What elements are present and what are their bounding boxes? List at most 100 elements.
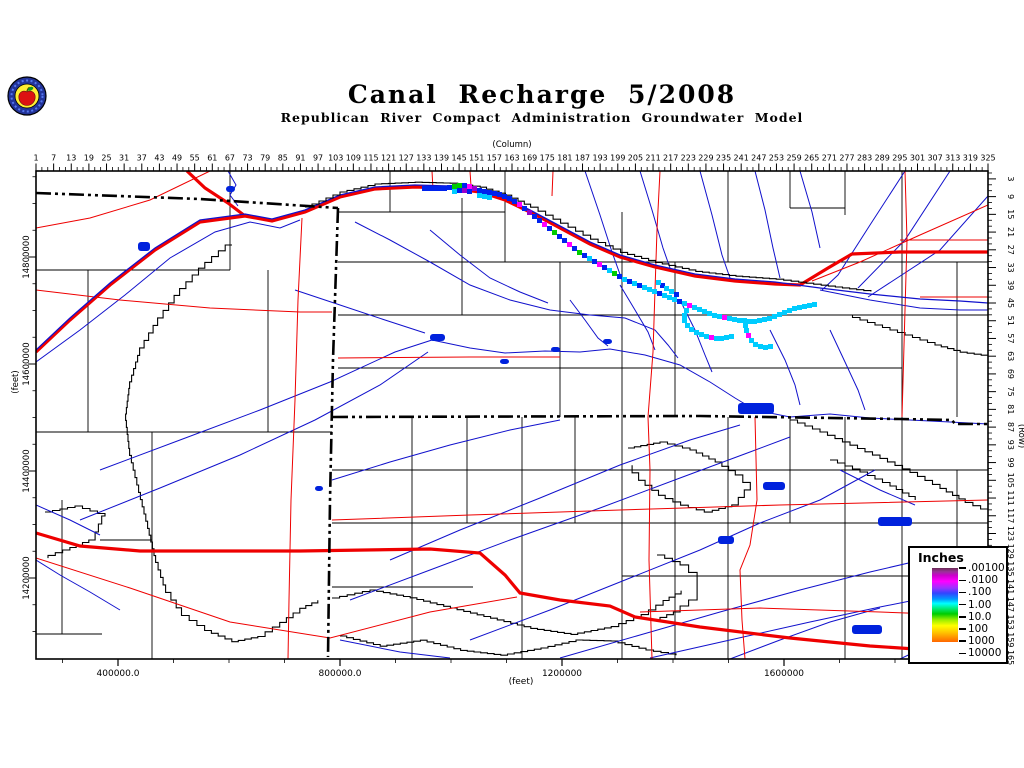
highway-line: [36, 557, 518, 639]
river-line: [649, 594, 941, 659]
recharge-cell: [719, 336, 724, 341]
column-label: 229: [698, 154, 713, 163]
ne-ks-border: [332, 414, 988, 426]
row-label: 63: [1006, 351, 1015, 361]
recharge-cell: [657, 291, 662, 296]
recharge-cell: [732, 317, 737, 322]
column-label: 79: [260, 154, 270, 163]
logo-apple-stem: [26, 86, 30, 92]
recharge-cell: [782, 310, 787, 315]
recharge-cell: [802, 304, 807, 309]
model-boundary-line: [332, 589, 682, 635]
highway-line: [811, 204, 988, 282]
legend-entry: 100: [959, 623, 1005, 635]
legend-entry: .0100: [959, 574, 1005, 586]
recharge-cell: [637, 283, 642, 288]
recharge-cell: [694, 330, 699, 335]
row-label: 147: [1006, 597, 1015, 612]
river-line: [829, 329, 866, 411]
recharge-cell: [462, 183, 467, 188]
legend-entry-label: .00100: [968, 562, 1005, 575]
column-label: 223: [681, 154, 696, 163]
column-label: 43: [154, 154, 164, 163]
recharge-cell: [757, 318, 762, 323]
row-label: 153: [1006, 614, 1015, 629]
recharge-cell: [752, 319, 757, 324]
river-line: [839, 469, 916, 506]
column-label: 199: [610, 154, 625, 163]
recharge-cell: [447, 185, 452, 190]
recharge-cell: [452, 189, 457, 194]
recharge-cell: [457, 183, 462, 188]
column-label: 139: [434, 154, 449, 163]
canal-gridded-line: [305, 181, 872, 292]
row-label: 75: [1006, 387, 1015, 397]
recharge-cell: [684, 308, 689, 313]
river-line: [639, 171, 671, 269]
column-label: 49: [172, 154, 182, 163]
legend-entry-label: .100: [968, 586, 992, 599]
column-label: 97: [313, 154, 323, 163]
recharge-cell: [707, 311, 712, 316]
reservoir: [226, 186, 235, 192]
column-label: 271: [822, 154, 837, 163]
legend-entry: 1000: [959, 635, 1005, 647]
legend-entry-label: .0100: [968, 574, 999, 587]
row-label: 39: [1006, 280, 1015, 290]
bottom-axis-label: 1200000: [542, 669, 582, 679]
recharge-cell: [777, 312, 782, 317]
row-label: 117: [1006, 508, 1015, 523]
river-line: [36, 504, 101, 536]
reservoir: [603, 339, 612, 344]
river-line: [699, 171, 731, 279]
recharge-cell: [743, 323, 748, 328]
river-line: [569, 299, 609, 347]
legend-tick: [959, 579, 966, 582]
legend-entry: 10000: [959, 647, 1005, 659]
major-highway-line: [36, 531, 988, 654]
recharge-cell: [812, 302, 817, 307]
recharge-cell: [597, 262, 602, 267]
legend-entry: .100: [959, 586, 1005, 598]
column-label: 103: [328, 154, 343, 163]
river-line: [729, 607, 881, 659]
highway-line: [647, 171, 661, 659]
recharge-cell: [587, 256, 592, 261]
recharge-cell: [482, 189, 487, 194]
recharge-cell: [547, 226, 552, 231]
river-line: [99, 339, 433, 471]
recharge-cell: [467, 184, 472, 189]
recharge-cell: [527, 210, 532, 215]
recharge-cell: [697, 307, 702, 312]
recharge-cell: [792, 306, 797, 311]
legend-tick: [959, 591, 966, 594]
left-axis: 14800000 14600000 14400000 14200000: [22, 176, 36, 632]
reservoir: [315, 486, 323, 491]
column-label: 193: [593, 154, 608, 163]
recharge-cell: [767, 316, 772, 321]
recharge-cell: [704, 334, 709, 339]
recharge-cell: [572, 246, 577, 251]
recharge-cell: [772, 314, 777, 319]
column-label: 205: [628, 154, 643, 163]
column-label: 265: [804, 154, 819, 163]
column-label: 253: [769, 154, 784, 163]
recharge-cell: [682, 318, 687, 323]
column-label: 91: [295, 154, 305, 163]
recharge-cell: [582, 253, 587, 258]
recharge-cell: [689, 327, 694, 332]
legend-entry-label: 1.00: [968, 598, 992, 611]
column-label: 55: [190, 154, 200, 163]
river-line: [36, 559, 121, 611]
highway-line: [551, 171, 554, 197]
bottom-axis-label: 400000.0: [97, 669, 140, 679]
river-line: [619, 284, 656, 351]
highways: [36, 171, 988, 659]
recharge-cell: [487, 195, 492, 200]
legend-entry: .00100: [959, 562, 1005, 574]
river-line: [354, 221, 679, 359]
row-label: 21: [1006, 227, 1015, 237]
row-label: 3: [1006, 176, 1015, 181]
